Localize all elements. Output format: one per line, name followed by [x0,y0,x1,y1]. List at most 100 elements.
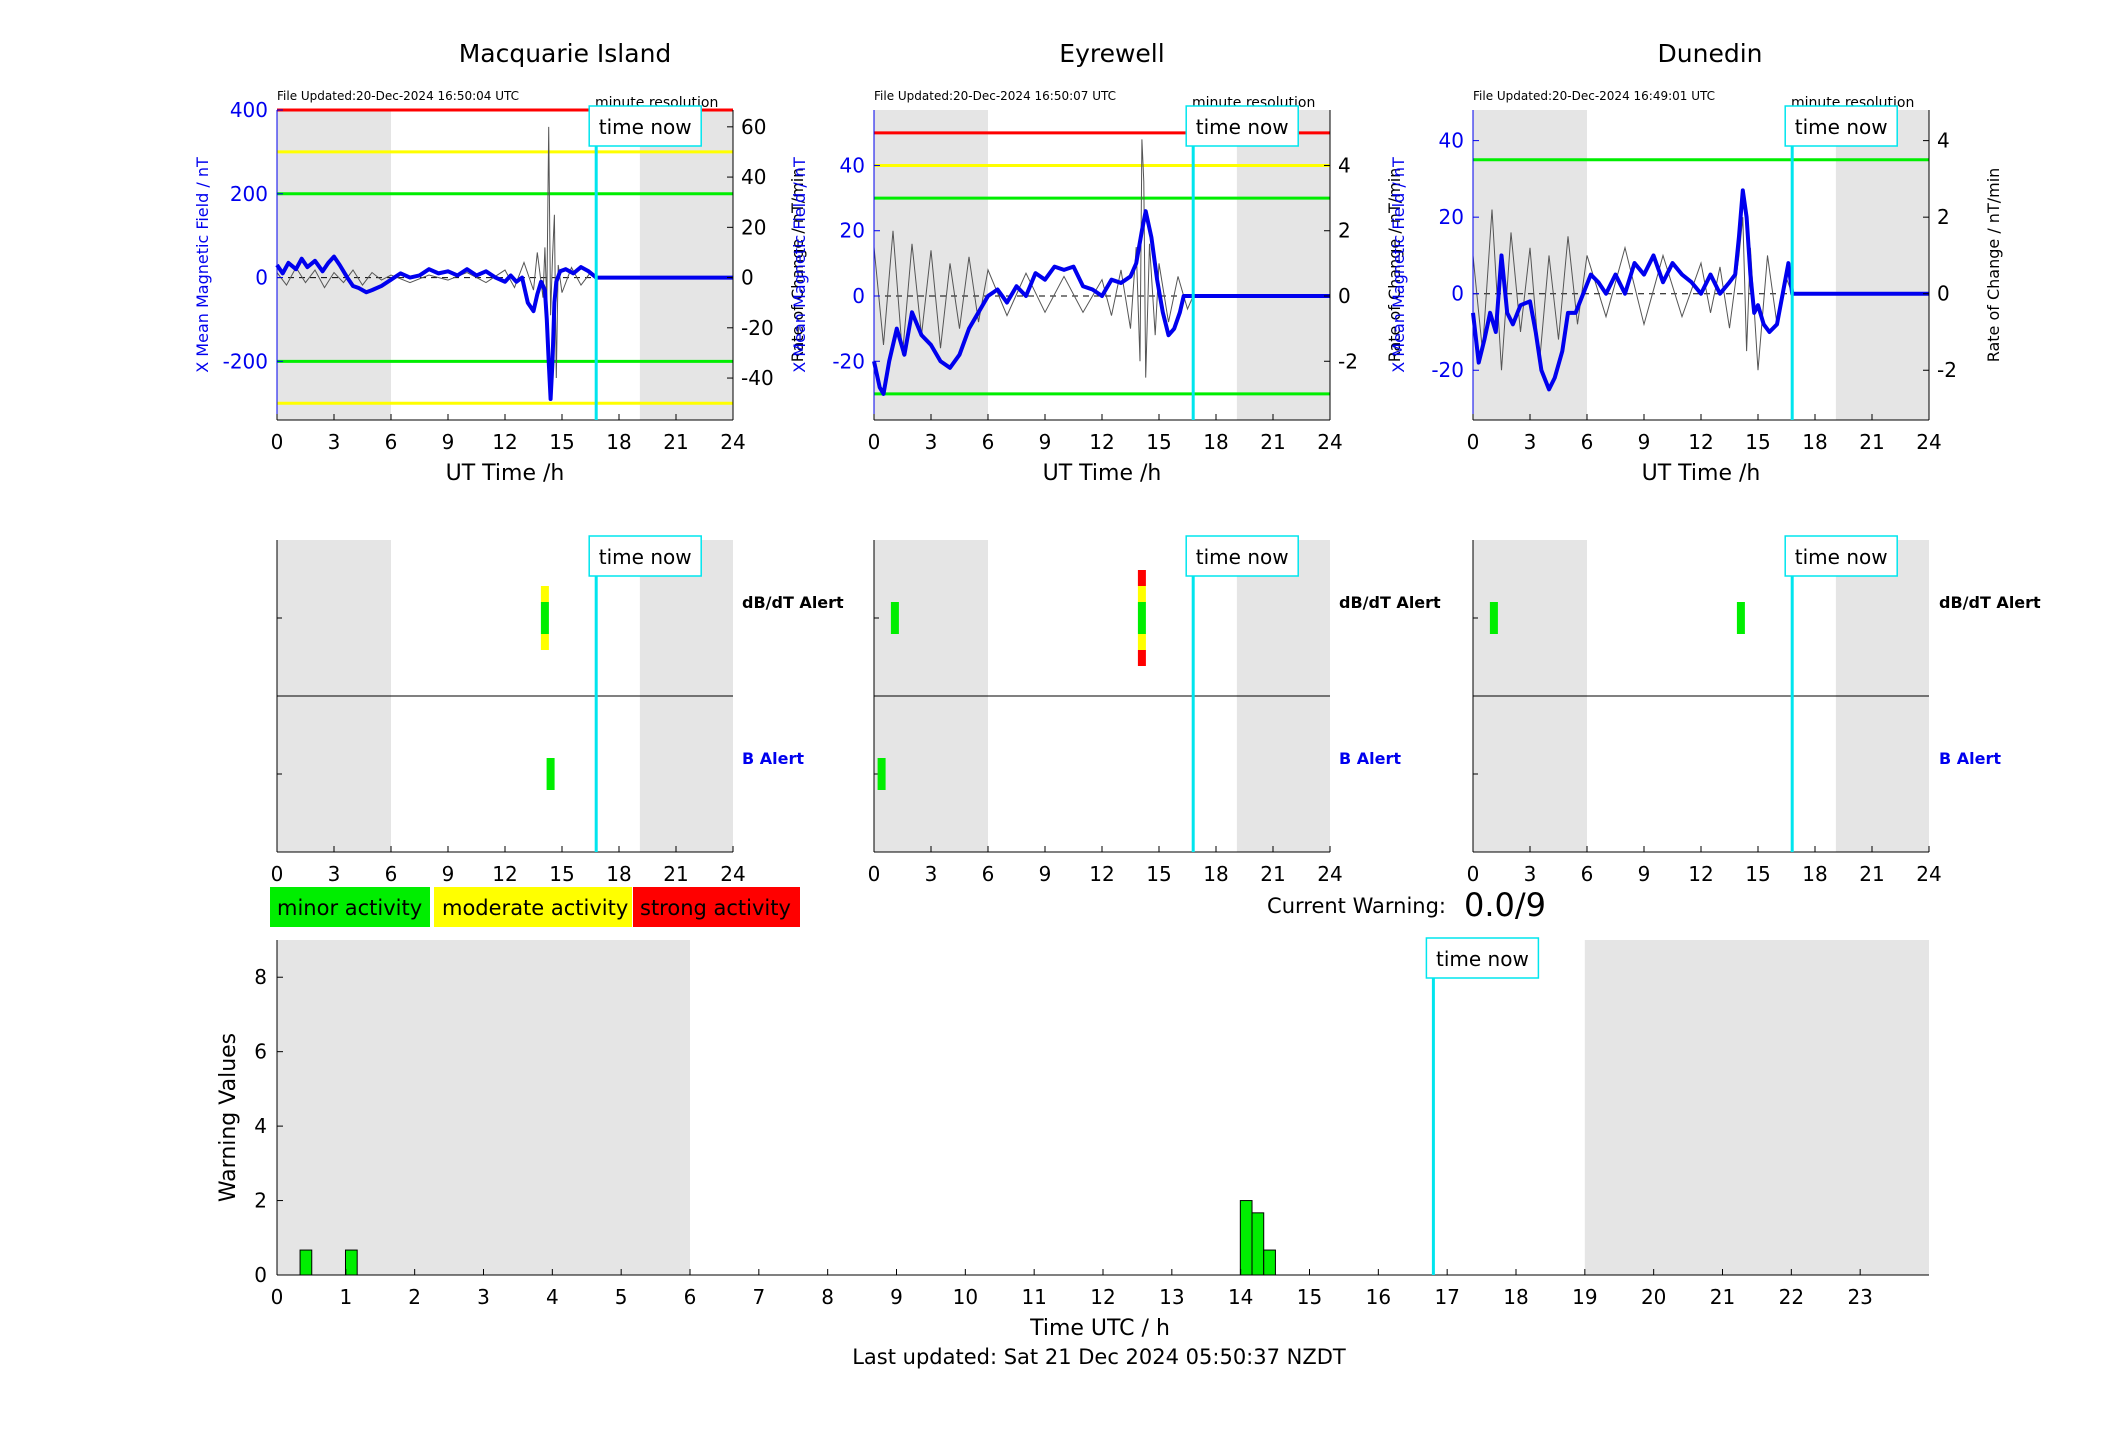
y-tick-label: 0 [255,266,268,290]
x-tick-label: 2 [408,1285,421,1309]
dbdt-alert-label: dB/dT Alert [1939,593,2041,612]
x-tick-label: 21 [1859,430,1884,454]
alert-plot-eyrewell: 0 3 6 9 12 15 18 21 24 dB/dT Alert B Alert time now [868,535,1441,886]
x-tick-label: 14 [1228,1285,1253,1309]
x-tick-label: 15 [1146,862,1171,886]
y-axis-label: X Mean Magnetic Field / nT [790,157,809,373]
dbdt-alert-mark [1137,602,1146,618]
dbdt-alert-mark [1137,618,1146,634]
y-tick-label: 20 [840,219,865,243]
x-tick-label: 11 [1021,1285,1046,1309]
warning-bar [1239,1200,1253,1276]
magnetic-field-series [275,254,733,402]
x-tick-label: 18 [1802,862,1827,886]
time-now-box [1425,937,1540,979]
time-now-label: time now [1795,115,1888,139]
y-tick-label: 6 [254,1040,267,1064]
night-shading [1835,110,1929,420]
x-tick-label: 9 [442,430,455,454]
x-tick-label: 9 [442,862,455,886]
x-tick-label: 9 [1638,430,1651,454]
x-tick-label: 9 [1039,862,1052,886]
x-tick-label: 6 [684,1285,697,1309]
x-tick-label: 6 [982,430,995,454]
x-tick-label: 18 [606,862,631,886]
time-now-label: time now [1436,947,1529,971]
y2-tick-label: 2 [1937,205,1950,229]
activity-legend: minor activity moderate activity strong … [270,887,800,927]
b-alert-label: B Alert [1939,749,2001,768]
x-tick-label: 6 [385,862,398,886]
y-tick-label: -20 [832,349,865,373]
dbdt-alert-mark [1137,586,1146,602]
y-axis-label: X Mean Magnetic Field / nT [1389,157,1408,373]
y2-tick-label: -40 [741,366,774,390]
dbdt-alert-mark [890,618,899,634]
y2-tick-label: -2 [1937,358,1957,382]
y2-tick-label: 2 [1338,219,1351,243]
x-tick-label: 18 [606,430,631,454]
x-tick-label: 21 [1710,1285,1735,1309]
b-alert-label: B Alert [1339,749,1401,768]
x-tick-label: 3 [1524,862,1537,886]
y-tick-label: 2 [254,1189,267,1213]
y2-axis-label: Rate of Change / nT/min [1385,168,1404,363]
x-tick-label: 21 [1260,862,1285,886]
y2-axis-label: Rate of Change / nT/min [788,168,807,363]
y-tick-label: 0 [1451,282,1464,306]
x-tick-label: 0 [271,1285,284,1309]
rate-of-change-series [276,126,597,379]
x-tick-label: 12 [1089,430,1114,454]
dbdt-alert-mark [540,634,549,650]
x-tick-label: 18 [1203,862,1228,886]
time-now-label: time now [1196,545,1289,569]
x-tick-label: 6 [1581,430,1594,454]
x-tick-label: 13 [1159,1285,1184,1309]
x-tick-label: 1 [339,1285,352,1309]
warning-bar [1251,1212,1265,1276]
night-shading [1236,110,1330,420]
x-tick-label: 15 [1745,862,1770,886]
x-tick-label: 24 [1916,862,1941,886]
x-tick-label: 22 [1779,1285,1804,1309]
dbdt-alert-label: dB/dT Alert [742,593,844,612]
x-tick-label: 18 [1503,1285,1528,1309]
x-tick-label: 10 [953,1285,978,1309]
dbdt-alert-mark [890,602,899,618]
y-tick-label: 0 [852,284,865,308]
y2-tick-label: 4 [1937,129,1950,153]
x-tick-label: 21 [663,862,688,886]
legend-moderate-label: moderate activity [442,896,628,920]
time-now-box [1185,535,1299,577]
y-axis-label: Warning Values [216,1033,241,1202]
current-warning-value: 0.0/9 [1464,886,1546,924]
dbdt-alert-mark [1137,650,1146,666]
x-tick-label: 0 [1467,430,1480,454]
y-tick-label: -200 [223,349,268,373]
x-tick-label: 19 [1572,1285,1597,1309]
time-now-box [588,105,702,147]
y-tick-label: 40 [840,153,865,177]
x-tick-label: 6 [1581,862,1594,886]
dbdt-alert-mark [1489,602,1498,618]
file-updated-eyrewell: File Updated:20-Dec-2024 16:50:07 UTC [874,89,1116,103]
x-tick-label: 15 [1146,430,1171,454]
y-tick-label: 20 [1439,205,1464,229]
x-tick-label: 17 [1434,1285,1459,1309]
magnetic-field-series [872,209,1330,396]
legend-minor-swatch [270,887,430,927]
y-tick-label: 200 [230,182,268,206]
dbdt-alert-mark [1736,602,1745,618]
x-tick-label: 9 [890,1285,903,1309]
file-updated-dunedin: File Updated:20-Dec-2024 16:49:01 UTC [1473,89,1715,103]
x-tick-label: 7 [752,1285,765,1309]
warning-bar [344,1249,358,1276]
title-dunedin: Dunedin [1658,39,1763,68]
alert-plot-dunedin: 0 3 6 9 12 15 18 21 24 dB/dT Alert B Alert time now [1467,535,2041,886]
x-tick-label: 9 [1039,430,1052,454]
y-tick-label: 4 [254,1114,267,1138]
y-tick-label: -20 [1431,358,1464,382]
x-tick-label: 0 [868,862,881,886]
x-tick-label: 0 [868,430,881,454]
